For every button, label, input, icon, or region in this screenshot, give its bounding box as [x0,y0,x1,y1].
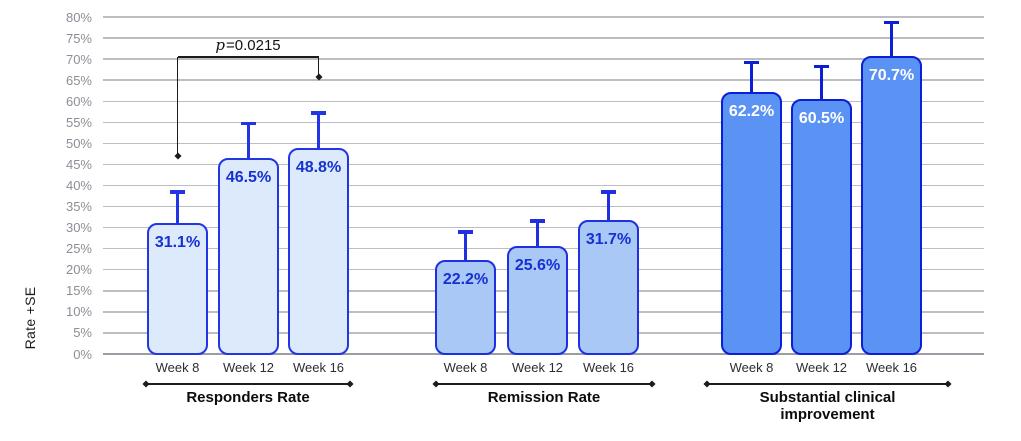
error-bar-cap [311,111,326,115]
bar-responders-week-16 [288,148,349,355]
bar-substantial-week-12 [791,99,852,355]
bar-substantial-week-8 [721,91,782,355]
y-axis-tick-label: 75% [65,30,92,46]
y-axis-tick-label: 25% [65,241,92,257]
p-value-bracket-left-drop [176,57,179,156]
error-bar-stem [176,191,179,227]
y-axis-tick-label: 0% [73,346,92,362]
y-axis-tick-label: 70% [65,51,92,67]
group-bracket [436,383,652,385]
error-bar-stem [820,66,823,104]
p-value-bracket-top [177,56,319,58]
error-bar-stem [890,22,893,61]
p-value-marker [173,152,182,160]
bar-value-label: 48.8% [295,159,342,177]
error-bar-cap [530,219,545,223]
y-axis-tick-label: 45% [65,156,92,172]
bar-value-label: 62.2% [728,102,775,120]
gridline [103,16,984,18]
y-axis-tick-label: 10% [65,304,92,320]
gridline [103,163,984,166]
bar-remission-week-16 [578,220,639,355]
y-axis-tick-label: 65% [65,72,92,88]
error-bar-cap [601,190,616,194]
x-axis-category-label: Week 12 [795,360,848,375]
x-axis-category-label: Week 16 [292,360,345,375]
y-axis-tick-label: 35% [65,199,92,215]
error-bar-cap [170,190,185,194]
x-axis-category-label: Week 16 [865,360,918,375]
y-axis-tick-label: 50% [65,135,92,151]
gridline [103,184,984,187]
group-title: Substantial clinical improvement [759,389,896,423]
bar-substantial-week-16 [861,56,922,355]
bar-value-label: 31.1% [154,233,201,251]
x-axis-category-label: Week 8 [155,360,200,375]
error-bar-cap [458,230,473,234]
bar-responders-week-12 [218,158,279,355]
group-bracket-end [703,380,711,388]
bar-value-label: 22.2% [442,271,489,289]
gridline [103,142,984,145]
error-bar-stem [536,220,539,251]
gridline [103,37,984,39]
gridline [103,205,984,208]
y-axis-tick-label: 55% [65,114,92,130]
group-bracket [707,383,948,385]
group-title: Remission Rate [487,389,601,406]
bar-value-label: 70.7% [868,67,915,85]
error-bar-stem [317,112,320,153]
bar-value-label: 25.6% [514,257,561,275]
y-axis-tick-label: 60% [65,93,92,109]
group-bracket-end [648,380,656,388]
p-value-label: p=0.0215 [215,36,281,55]
group-bracket [146,383,350,385]
bar-remission-week-12 [507,246,568,355]
x-axis-category-label: Week 16 [582,360,635,375]
gridline [103,100,984,102]
gridline [103,121,984,123]
bar-value-label: 46.5% [225,169,272,187]
bar-value-label: 60.5% [798,110,845,128]
error-bar-cap [814,64,829,69]
error-bar-stem [607,191,610,225]
group-title: Responders Rate [186,389,310,406]
y-axis-tick-label: 30% [65,220,92,236]
error-bar-stem [750,62,753,96]
x-axis-category-label: Week 12 [511,360,564,375]
y-axis-tick-label: 40% [65,178,92,193]
y-axis-tick-label: 20% [65,262,92,278]
y-axis-tick-label: 15% [65,283,92,299]
group-bracket-end [944,380,952,388]
error-bar-cap [241,121,256,126]
x-axis-category-label: Week 8 [443,360,488,375]
gridline [103,79,984,81]
x-axis-category-label: Week 12 [222,360,275,375]
gridline [103,58,984,60]
error-bar-cap [884,20,899,25]
group-bracket-end [346,380,354,388]
p-value-bracket-right-drop [317,57,320,77]
bar-responders-week-8 [147,222,208,355]
error-bar-cap [744,60,759,65]
bar-value-label: 31.7% [585,231,632,249]
group-bracket-end [142,380,150,388]
x-axis-category-label: Week 8 [729,360,774,375]
gridline [103,226,984,229]
group-bracket-end [432,380,440,388]
y-axis-tick-label: 80% [65,9,92,25]
y-axis-tick-label: 5% [73,325,92,341]
bar-remission-week-8 [435,260,496,355]
error-bar-stem [247,123,250,163]
error-bar-stem [464,231,467,265]
